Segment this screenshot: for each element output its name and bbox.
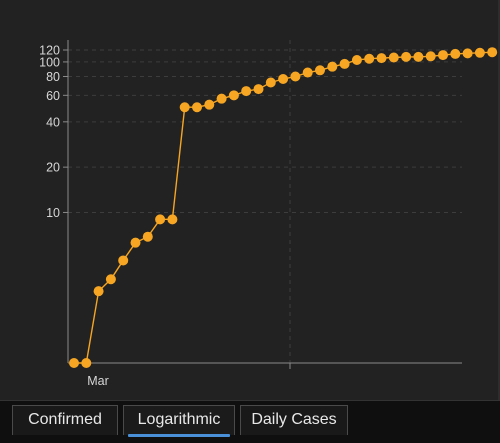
data-point — [462, 48, 473, 59]
data-point — [351, 54, 362, 65]
tab-daily-cases[interactable]: Daily Cases — [240, 405, 348, 435]
series-line — [74, 51, 493, 364]
data-point — [474, 47, 485, 58]
data-point — [130, 237, 141, 248]
y-tick-label: 80 — [46, 70, 60, 84]
tab-logarithmic[interactable]: Logarithmic — [123, 405, 235, 437]
data-point — [438, 50, 448, 61]
data-point — [388, 52, 399, 63]
y-tick-label: 20 — [46, 161, 60, 175]
x-tick-label: Mar — [87, 374, 109, 388]
data-point — [93, 286, 104, 297]
data-point — [253, 84, 264, 95]
chart-panel: 10 20 40 60 80 100 120 Mar — [39, 0, 500, 400]
y-tick-label: 120 — [39, 44, 60, 58]
y-tick-label: 100 — [39, 55, 60, 69]
data-point — [315, 65, 325, 76]
data-point — [155, 214, 166, 225]
data-point — [179, 102, 190, 113]
data-point — [167, 214, 178, 225]
data-point — [118, 255, 129, 266]
tab-daily-cases-label: Daily Cases — [251, 411, 337, 428]
data-point — [487, 47, 498, 58]
y-tick-label: 10 — [46, 206, 60, 220]
tab-confirmed[interactable]: Confirmed — [12, 405, 118, 435]
data-point — [302, 67, 313, 78]
data-point — [265, 77, 276, 88]
active-tab-indicator — [128, 434, 230, 437]
data-point — [241, 86, 252, 97]
data-point — [204, 99, 215, 110]
data-point — [228, 90, 239, 101]
data-point — [450, 48, 461, 59]
series-layer — [69, 47, 498, 368]
data-point — [327, 61, 338, 72]
data-point — [376, 53, 387, 64]
data-point — [278, 74, 289, 85]
view-tab-bar: Confirmed Logarithmic Daily Cases — [0, 400, 500, 443]
data-point — [216, 93, 227, 104]
data-point — [69, 358, 79, 368]
y-tick-label: 40 — [46, 115, 60, 129]
y-tick-label: 60 — [46, 89, 60, 103]
tab-logarithmic-label: Logarithmic — [137, 411, 221, 428]
grid-lines — [68, 40, 462, 363]
data-point — [425, 51, 436, 62]
x-tick-labels: Mar — [87, 374, 109, 388]
data-point — [142, 231, 153, 242]
data-point — [81, 358, 92, 368]
data-point — [339, 58, 350, 69]
data-point — [105, 274, 116, 285]
axes — [63, 40, 462, 369]
data-point — [401, 51, 412, 62]
data-point — [413, 51, 424, 62]
tab-confirmed-label: Confirmed — [28, 411, 102, 428]
data-point — [364, 53, 375, 64]
data-point — [192, 102, 202, 113]
panel-edge — [498, 0, 500, 400]
data-point — [290, 71, 301, 82]
